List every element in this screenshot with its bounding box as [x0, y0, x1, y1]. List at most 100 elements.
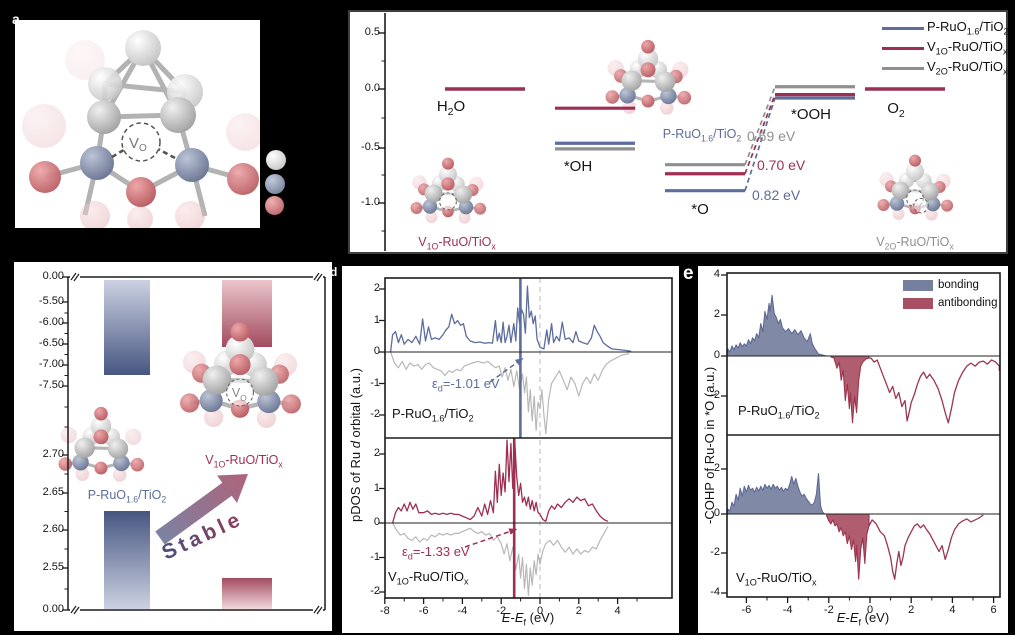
cohp-x-axis-title: E-Ef (eV) [836, 610, 890, 628]
axis-tick-label: 1 [373, 313, 380, 326]
inset-label-v2o: V2O-RuO/TiOx [876, 235, 954, 252]
axis-tick-label: 2.70 [42, 448, 64, 460]
atom-legend-o-sphere [265, 196, 284, 215]
legend-row: V2O-RuO/TiOx [882, 58, 1009, 78]
legend-color-swatch [903, 297, 933, 309]
axis-tick-label: -6 [418, 605, 429, 617]
panel-c-stability-chart: VO Stable 0.00 -5.50 -6.00 -6.50 -7.00 -7.50 2.… [14, 262, 332, 631]
axis-tick-label: -2 [710, 546, 720, 558]
step-label-oh: *OH [563, 158, 593, 175]
axis-tick-label: 1 [373, 481, 380, 494]
barrier-value-v1o: 0.70 eV [757, 157, 806, 173]
axis-tick-label: -7.50 [38, 379, 64, 391]
pdos-y-axis-title: pDOS of Ru d orbital (a.u.) [348, 368, 363, 522]
axis-tick-label: 4 [713, 268, 720, 280]
legend-label: bonding [938, 279, 979, 291]
panel-b-energy-diagram: 0.5 0.0 -0.5 -1.0 H2O *OH *O *OOH O2 0.69 e… [348, 10, 1009, 254]
axis-tick-label: 0 [713, 507, 720, 519]
axis-tick-label: -2 [496, 605, 507, 617]
axis-tick-label: 4 [949, 604, 956, 616]
pdos-bottom-panel-label: V1O-RuO/TiOx [388, 569, 469, 587]
barrier-value-p: 0.82 eV [752, 187, 801, 203]
legend-line-swatch [882, 26, 924, 30]
axis-tick-label: -2 [823, 604, 834, 616]
axis-tick-label: 2 [908, 604, 915, 616]
axis-tick-label: -1 [370, 550, 380, 563]
series-legend: P-RuO1.6/TiO2 V1O-RuO/TiOx V2O-RuO/TiOx [882, 18, 1009, 78]
axis-tick-label: -6.00 [38, 316, 64, 328]
legend-line-swatch [882, 66, 924, 70]
panel-e-cohp: 4 2 0 -2 2 0 -2 -4 -6 -4 -2 0 2 4 6 -COHP of Ru-O in *… [698, 266, 1008, 633]
step-label-o2: O2 [887, 100, 905, 120]
step-label-ooh: *OOH [790, 106, 831, 123]
axis-tick-label: -2 [370, 585, 380, 597]
axis-tick-label: 6 [990, 604, 997, 616]
axis-tick-label: 0 [536, 605, 544, 617]
axis-tick-label: 0.0 [364, 82, 380, 94]
axis-tick-label: 2 [713, 308, 720, 320]
axis-tick-label: 2.65 [42, 486, 64, 498]
axis-tick-label: -2 [370, 408, 380, 420]
cohp-y-axis-title: -COHP of Ru-O in *O (a.u.) [702, 366, 717, 524]
axis-tick-label: -2 [710, 389, 720, 401]
legend-color-swatch [903, 279, 933, 291]
pdos-plot [379, 277, 673, 604]
axis-tick-label: 0.5 [364, 26, 380, 38]
axis-tick-label: -1 [370, 376, 380, 389]
step-label-o: *O [691, 201, 709, 218]
energy-diagram-plot [348, 10, 1008, 254]
legend-label: V1O-RuO/TiOx [927, 39, 1008, 57]
pdos-top-panel-label: P-RuO1.6/TiO2 [392, 406, 474, 424]
legend-label: P-RuO1.6/TiO2 [927, 19, 1009, 37]
axis-tick-label: 0 [713, 349, 720, 361]
axis-tick-label: 2 [373, 447, 380, 459]
cohp-top-panel-label: P-RuO1.6/TiO2 [738, 403, 820, 421]
panel-a-structure: VO [15, 20, 260, 228]
atom-legend-ti-sphere [265, 174, 285, 194]
legend-label: antibonding [938, 297, 998, 309]
bar-label-p: P-RuO1.6/TiO2 [87, 488, 167, 505]
legend-row: bonding [903, 276, 997, 294]
legend-row: V1O-RuO/TiOx [882, 38, 1009, 58]
legend-line-swatch [882, 46, 924, 50]
pdos-x-axis-title: E-Ef (eV) [501, 610, 555, 628]
axis-tick-label: 0.00 [42, 603, 64, 615]
axis-tick-label: -0.5 [361, 141, 380, 153]
axis-tick-label: -6 [741, 604, 752, 616]
d-band-center-top: εd=-1.01 eV [432, 376, 500, 394]
axis-tick-label: 0 [866, 604, 874, 616]
cohp-legend: bonding antibonding [903, 276, 997, 312]
axis-tick-label: 0.00 [42, 270, 64, 282]
axis-tick-label: -6.50 [38, 337, 64, 349]
legend-label: V2O-RuO/TiOx [927, 59, 1008, 77]
axis-tick-label: -4 [457, 605, 468, 617]
cohp-plot [721, 272, 1001, 603]
legend-row: P-RuO1.6/TiO2 [882, 18, 1009, 38]
step-label-h2o: H2O [436, 98, 466, 118]
inset-label-v1o: V1O-RuO/TiOx [418, 235, 496, 252]
panel-d-pdos: 2 1 0 -1 -2 2 1 0 -1 -2 -8 -6 -4 -2 0 2 4 pDOS of Ru d o… [342, 266, 679, 633]
axis-tick-label: 2.60 [42, 523, 64, 535]
d-band-center-bottom: εd=-1.33 eV [402, 544, 470, 562]
molecule-structure-large: VO [22, 30, 260, 228]
barrier-value-v2o: 0.69 eV [747, 128, 796, 144]
axis-tick-label: 2 [373, 282, 380, 294]
axis-tick-label: -4 [782, 604, 793, 616]
axis-tick-label: -8 [379, 605, 390, 617]
panel-label-a: a [12, 11, 20, 27]
atom-legend-ru-sphere [266, 150, 286, 170]
axis-tick-label: 2.55 [42, 561, 64, 573]
axis-tick-label: -1.0 [361, 196, 380, 208]
bar-label-v1o: V1O-RuO/TiOx [205, 453, 283, 470]
axis-tick-label: -5.50 [38, 295, 64, 307]
panel-label-e: e [683, 263, 694, 284]
inset-label-p: P-RuO1.6/TiO2 [662, 127, 742, 144]
legend-row: antibonding [903, 294, 997, 312]
axis-tick-label: -4 [710, 586, 720, 598]
axis-tick-label: 2 [575, 605, 582, 617]
axis-tick-label: 4 [614, 605, 621, 617]
axis-tick-label: 0 [373, 516, 380, 528]
axis-tick-label: 0 [373, 345, 380, 357]
